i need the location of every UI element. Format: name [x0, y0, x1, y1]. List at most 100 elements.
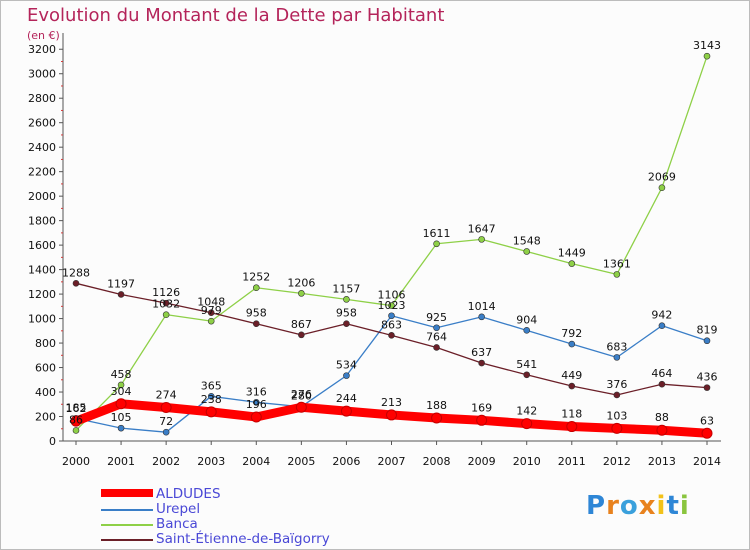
y-tick-label: 2600: [28, 117, 56, 130]
data-label: 464: [651, 367, 672, 380]
data-label: 1048: [197, 296, 225, 309]
data-label: 764: [426, 330, 447, 343]
legend-item-aldudes: ALDUDES: [101, 486, 361, 502]
x-tick-label: 2013: [648, 455, 676, 468]
data-label: 72: [159, 415, 173, 428]
data-point: [658, 380, 666, 388]
data-point: [613, 354, 621, 361]
data-label: 1032: [152, 298, 180, 311]
legend-label-aldudes: ALDUDES: [156, 486, 221, 502]
x-tick-label: 2005: [287, 455, 315, 468]
data-label: 534: [336, 359, 357, 372]
y-tick-label: 3200: [28, 43, 56, 56]
data-label: 683: [606, 340, 627, 353]
data-label: 925: [426, 311, 447, 324]
y-tick-label: 2800: [28, 92, 56, 105]
data-point: [523, 248, 531, 255]
data-point: [117, 381, 125, 389]
data-label: 436: [697, 371, 718, 384]
data-label: 376: [606, 378, 627, 391]
data-point: [566, 421, 578, 433]
data-point: [207, 317, 215, 325]
data-point: [70, 415, 82, 427]
data-point: [568, 340, 576, 348]
data-point: [117, 291, 125, 298]
data-label: 1288: [62, 266, 90, 279]
data-label: 1548: [513, 234, 541, 247]
data-point: [523, 327, 531, 334]
data-point: [252, 284, 260, 292]
y-tick-label: 3000: [28, 68, 56, 81]
data-label: 280: [291, 390, 312, 403]
logo-letter: P: [586, 491, 607, 521]
data-label: 1647: [468, 222, 496, 235]
y-tick-label: 1000: [28, 313, 56, 326]
data-label: 276: [291, 388, 312, 401]
data-label: 819: [697, 324, 718, 337]
y-tick-label: 600: [35, 362, 56, 375]
data-point: [162, 299, 170, 307]
data-label: 958: [336, 307, 357, 320]
data-point: [433, 324, 440, 332]
y-tick-label: 2200: [28, 166, 56, 179]
data-point: [162, 311, 170, 318]
data-point: [252, 399, 260, 406]
data-point: [388, 302, 395, 309]
logo-letter: r: [606, 491, 620, 521]
y-tick-label: 2400: [28, 141, 56, 154]
data-point: [298, 290, 305, 297]
chart-unit: (en €): [27, 29, 60, 42]
y-tick-label: 400: [35, 386, 56, 399]
data-point: [207, 309, 215, 316]
data-point: [252, 320, 260, 328]
legend-swatch-saint-etienne: [101, 539, 153, 541]
data-label: 867: [291, 318, 312, 331]
data-point: [115, 398, 127, 410]
legend-swatch-banca: [101, 524, 153, 526]
data-label: 904: [516, 313, 537, 326]
y-tick-label: 1200: [28, 288, 56, 301]
data-point: [433, 240, 440, 248]
legend-item-urepel: Urepel: [101, 501, 361, 517]
chart-legend: ALDUDES Urepel Banca Saint-Étienne-de-Ba…: [101, 486, 361, 547]
data-label: 1206: [287, 276, 315, 289]
data-label: 169: [471, 401, 492, 414]
x-tick-label: 2000: [62, 455, 90, 468]
data-point: [343, 320, 350, 328]
data-point: [523, 371, 531, 379]
legend-label-banca: Banca: [156, 516, 198, 532]
data-label: 185: [66, 401, 87, 414]
data-label: 365: [201, 379, 222, 392]
data-label: 458: [111, 368, 132, 381]
data-point: [340, 405, 352, 417]
data-point: [478, 313, 485, 321]
data-point: [386, 409, 397, 421]
x-tick-label: 2010: [513, 455, 541, 468]
chart-title: Evolution du Montant de la Dette par Hab…: [27, 5, 445, 26]
legend-label-saint-etienne: Saint-Étienne-de-Baïgorry: [156, 531, 330, 547]
data-label: 1252: [242, 271, 270, 284]
data-label: 238: [201, 393, 222, 406]
data-point: [72, 427, 80, 434]
data-point: [72, 280, 80, 287]
data-label: 1126: [152, 286, 180, 299]
data-point: [478, 236, 485, 243]
data-label: 637: [471, 346, 492, 359]
data-label: 1611: [423, 227, 451, 240]
data-label: 162: [66, 402, 87, 415]
logo-letter: x: [638, 491, 657, 521]
data-label: 244: [336, 392, 357, 405]
data-label: 1106: [378, 289, 406, 302]
data-point: [701, 427, 713, 439]
logo-letter: o: [619, 491, 639, 521]
legend-label-urepel: Urepel: [156, 501, 201, 517]
x-tick-label: 2011: [558, 455, 586, 468]
data-label: 118: [561, 408, 582, 421]
data-label: 541: [516, 358, 537, 371]
data-point: [343, 372, 350, 379]
data-point: [703, 337, 711, 345]
legend-swatch-aldudes: [101, 489, 153, 497]
data-point: [433, 344, 440, 351]
